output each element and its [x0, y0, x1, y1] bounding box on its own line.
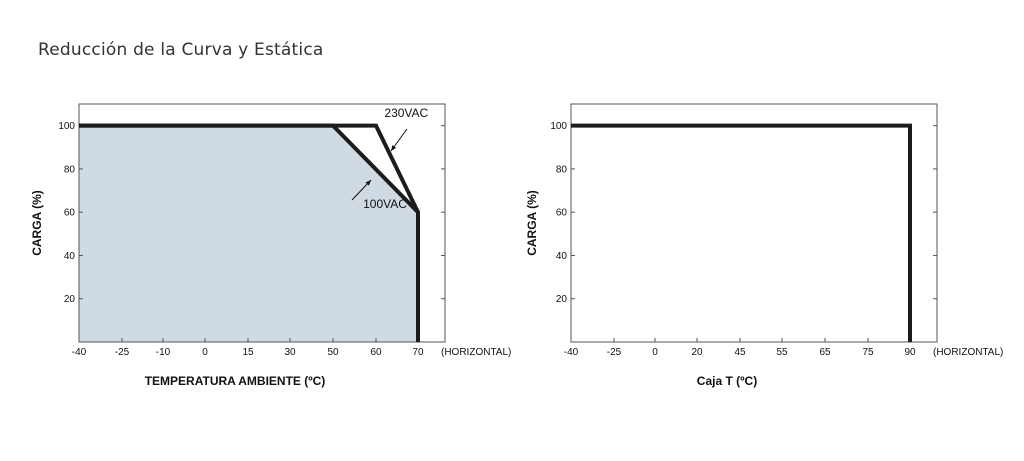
- x-tick-label: 65: [819, 347, 831, 358]
- y-tick-label: 80: [64, 164, 76, 175]
- page-title: Reducción de la Curva y Estática: [38, 40, 324, 60]
- annotation-label: 100VAC: [363, 197, 407, 211]
- load-vs-ambient-temperature-chart: 20 40 60 80 100 -40 -25 -10 0 15 30 50 60 70 (HORIZONT…: [30, 103, 511, 388]
- x-tick-label: 55: [776, 347, 788, 358]
- y-tick-label: 100: [550, 121, 567, 132]
- y-axis-title: CARGA (%): [525, 190, 539, 256]
- y-axis-title: CARGA (%): [30, 190, 44, 256]
- x-tick-label: 90: [904, 347, 916, 358]
- x-tick-label: 50: [327, 347, 339, 358]
- x-tick-label: 70: [412, 347, 424, 358]
- y-tick-label: 60: [64, 208, 76, 219]
- x-tick-label: -25: [115, 347, 130, 358]
- y-tick-label: 20: [556, 294, 568, 305]
- series-line-curve: [571, 123, 912, 342]
- x-unit-label: (HORIZONTAL): [441, 347, 511, 358]
- plot-frame: [78, 103, 446, 343]
- x-tick-label: 20: [691, 347, 703, 358]
- x-tick-label: 45: [734, 347, 746, 358]
- x-tick-label: 0: [652, 347, 658, 358]
- y-tick-label: 20: [64, 294, 76, 305]
- x-tick-label: 15: [242, 347, 254, 358]
- x-tick-label: 0: [202, 347, 208, 358]
- x-tick-label: -40: [72, 347, 87, 358]
- annotation-arrowhead: [365, 180, 371, 186]
- x-tick-label: -40: [564, 347, 579, 358]
- x-axis-title: Caja T (ºC): [697, 374, 757, 388]
- x-axis-title: TEMPERATURA AMBIENTE (ºC): [145, 374, 326, 388]
- y-tick-label: 80: [556, 164, 568, 175]
- plot-frame: [570, 103, 938, 343]
- x-tick-label: 30: [284, 347, 296, 358]
- x-tick-label: -10: [156, 347, 171, 358]
- annotation-arrowhead: [391, 145, 397, 151]
- load-vs-case-temperature-chart: 20 40 60 80 100 -40 -25 0 20 45 55 65 75 90 (HORIZONTA…: [525, 103, 1003, 388]
- x-unit-label: (HORIZONTAL): [933, 347, 1003, 358]
- y-tick-label: 40: [64, 251, 76, 262]
- x-tick-label: 75: [862, 347, 874, 358]
- y-tick-label: 100: [58, 121, 75, 132]
- series-line-100VAC: [79, 123, 420, 342]
- y-tick-label: 40: [556, 251, 568, 262]
- y-tick-label: 60: [556, 208, 568, 219]
- x-tick-label: -25: [607, 347, 622, 358]
- area-fill-100VAC: [79, 125, 418, 343]
- x-tick-label: 60: [370, 347, 382, 358]
- annotation-label: 230VAC: [384, 106, 428, 120]
